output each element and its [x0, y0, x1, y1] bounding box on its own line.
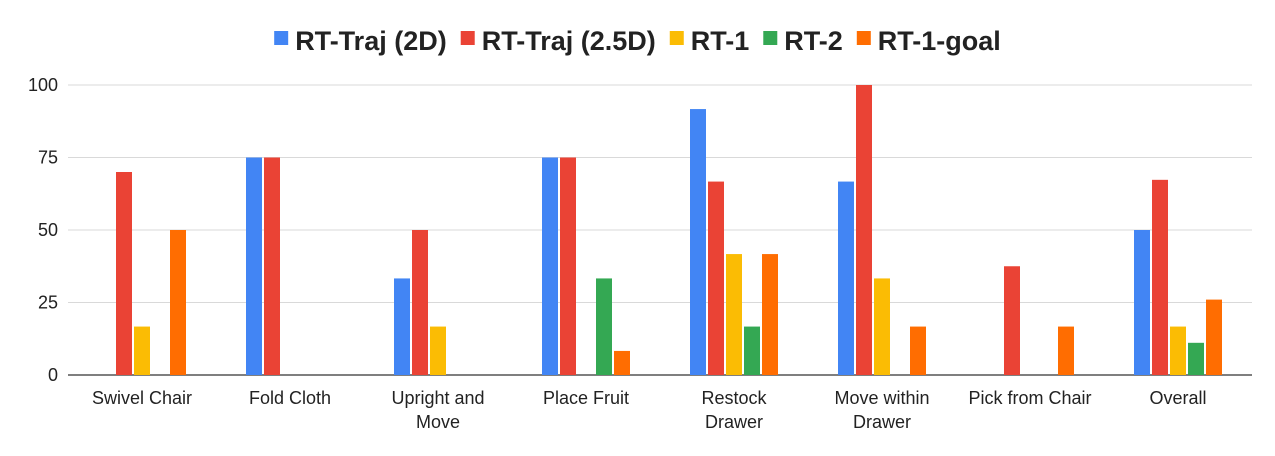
x-tick-label: Place Fruit: [543, 388, 629, 408]
bar-rt-1-5: [874, 278, 890, 375]
bar-rt-traj-2-5d-2: [412, 230, 428, 375]
bar-rt-1-goal-4: [762, 254, 778, 375]
legend-item: RT-1: [669, 26, 750, 56]
x-tick-label: Swivel Chair: [92, 388, 192, 408]
legend-swatch: [763, 31, 778, 45]
bar-rt-2-7: [1188, 342, 1204, 375]
legend-swatch: [460, 31, 475, 45]
y-tick-label: 75: [38, 148, 58, 168]
bar-rt-2-4: [744, 326, 760, 375]
bars: [116, 85, 1222, 375]
bar-rt-traj-2-5d-7: [1152, 179, 1168, 375]
bar-rt-1-goal-3: [614, 350, 630, 375]
legend-label: RT-1-goal: [878, 26, 1001, 56]
bar-rt-1-goal-5: [910, 326, 926, 375]
bar-rt-1-2: [430, 326, 446, 375]
x-tick-label: Move within Drawer: [834, 388, 929, 432]
bar-rt-traj-2d-3: [542, 157, 558, 375]
x-tick-label: Upright and Move: [391, 388, 484, 432]
bar-rt-1-goal-7: [1206, 299, 1222, 375]
x-tick-label: Overall: [1149, 388, 1206, 408]
y-tick-label: 0: [48, 365, 58, 385]
legend-label: RT-1: [691, 26, 750, 56]
bar-rt-traj-2d-5: [838, 181, 854, 375]
bar-rt-traj-2-5d-6: [1004, 266, 1020, 375]
legend-item: RT-Traj (2D): [274, 26, 447, 56]
x-tick-label: Restock Drawer: [701, 388, 767, 432]
bar-rt-traj-2d-1: [246, 157, 262, 375]
bar-rt-traj-2-5d-1: [264, 157, 280, 375]
bar-rt-1-4: [726, 254, 742, 375]
legend-label: RT-Traj (2D): [295, 26, 447, 56]
y-tick-label: 50: [38, 220, 58, 240]
legend-item: RT-2: [763, 26, 843, 56]
legend-swatch: [669, 31, 684, 45]
x-tick-label: Fold Cloth: [249, 388, 331, 408]
gridlines: [68, 84, 1252, 376]
bar-rt-1-0: [134, 326, 150, 375]
x-axis: Swivel Chair Fold Cloth Upright and Move Pla…: [92, 388, 1207, 432]
legend-item: RT-Traj (2.5D): [460, 26, 656, 56]
bar-rt-traj-2d-7: [1134, 230, 1150, 375]
legend-label: RT-2: [784, 26, 843, 56]
y-axis: 0 25 50 75 100: [28, 75, 58, 385]
bar-rt-traj-2-5d-0: [116, 172, 132, 375]
bar-rt-traj-2-5d-3: [560, 157, 576, 375]
bar-rt-1-goal-0: [170, 230, 186, 375]
y-tick-label: 25: [38, 293, 58, 313]
bar-rt-1-goal-6: [1058, 326, 1074, 375]
bar-rt-traj-2d-4: [690, 109, 706, 375]
bar-rt-traj-2-5d-5: [856, 85, 872, 375]
legend: RT-Traj (2D) RT-Traj (2.5D) RT-1 RT-2 RT-1-g…: [274, 26, 1001, 56]
x-tick-label: Pick from Chair: [968, 388, 1091, 408]
legend-swatch: [856, 31, 871, 45]
y-tick-label: 100: [28, 75, 58, 95]
legend-item: RT-1-goal: [856, 26, 1001, 56]
legend-label: RT-Traj (2.5D): [482, 26, 656, 56]
bar-rt-1-7: [1170, 326, 1186, 375]
bar-rt-2-3: [596, 278, 612, 375]
bar-rt-traj-2-5d-4: [708, 181, 724, 375]
legend-swatch: [274, 31, 289, 45]
bar-rt-traj-2d-2: [394, 278, 410, 375]
